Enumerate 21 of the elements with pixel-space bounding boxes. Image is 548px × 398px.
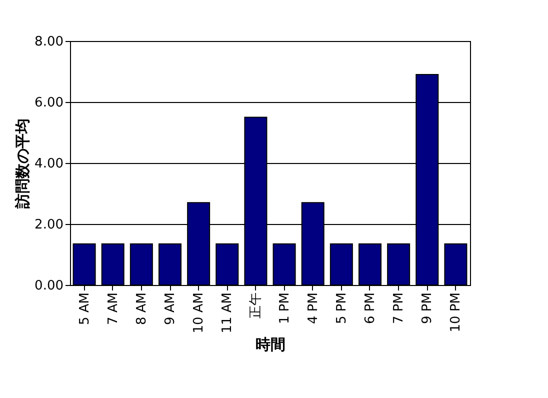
x-tick-label: 10 PM [448, 292, 464, 332]
y-tick-label: 4.00 [34, 156, 64, 172]
y-tick-label: 2.00 [34, 218, 64, 232]
x-tick-label: 10 AM [192, 292, 207, 334]
x-tick-label: 1 PM [277, 292, 292, 324]
x-tick-label: 正午 [248, 292, 264, 318]
x-tick-label: 9 AM [163, 292, 178, 326]
x-tick-label: 5 PM [334, 292, 350, 324]
y-tick-label: 8.00 [34, 34, 64, 50]
x-axis-title: 時間 [256, 335, 286, 354]
x-tick-label: 11 AM [220, 292, 236, 334]
y-tick-label: 0.00 [34, 278, 64, 294]
x-tick-label: 5 AM [77, 292, 92, 326]
x-tick-label: 7 PM [392, 292, 407, 324]
x-tick-label: 6 PM [363, 292, 378, 324]
y-tick-label: 6.00 [34, 96, 64, 110]
x-tick-label: 9 PM [420, 292, 436, 324]
x-tick-label: 8 AM [134, 292, 150, 326]
x-tick-label: 4 PM [306, 292, 321, 324]
y-axis-title: 訪問数の平均 [14, 118, 32, 210]
x-tick-label: 7 AM [106, 292, 121, 326]
